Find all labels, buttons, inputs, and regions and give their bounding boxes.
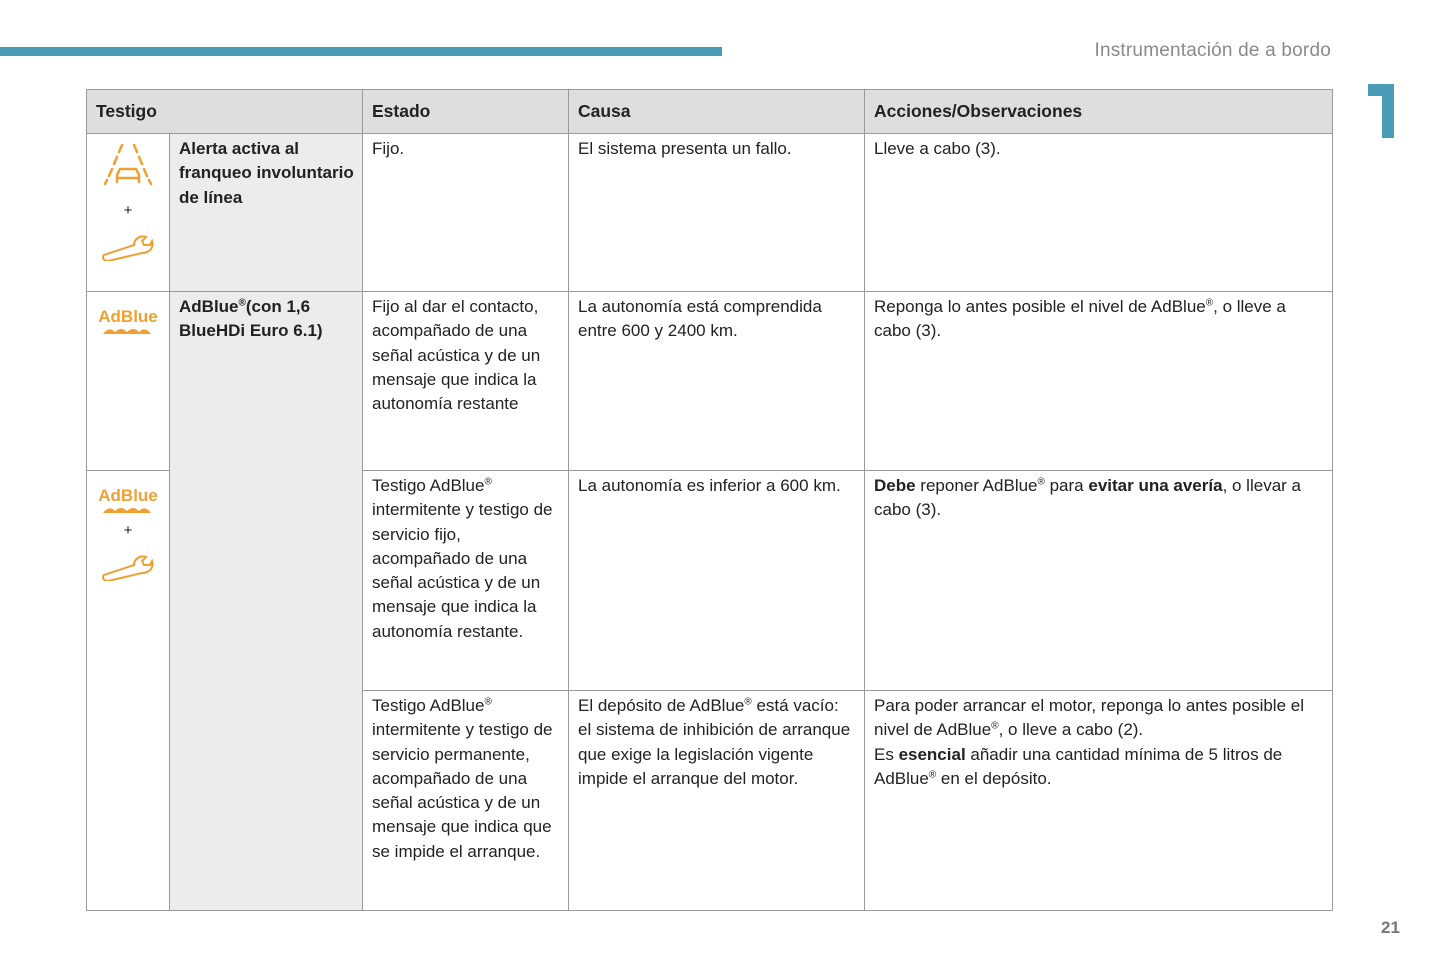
header-accent-bar: [0, 47, 722, 56]
table-row: AdBlue + Testigo AdBlue® intermitente y …: [86, 470, 1333, 911]
adblue-icon: AdBlue: [87, 308, 169, 334]
column-header-acciones: Acciones/Observaciones: [864, 89, 1333, 134]
acciones-cell: Lleve a cabo (3).: [864, 133, 1333, 292]
wrench-icon: [102, 555, 154, 583]
icon-cell: AdBlue +: [86, 470, 170, 911]
warning-name: Alerta activa al franqueo involuntario d…: [169, 133, 363, 292]
causa-cell: La autonomía es inferior a 600 km.: [568, 470, 865, 691]
icon-cell: AdBlue: [86, 291, 170, 471]
plus-sign: +: [123, 202, 133, 220]
lane-departure-icon: [103, 143, 153, 186]
column-header-causa: Causa: [568, 89, 865, 134]
warning-lights-table: Testigo Estado Causa Acciones/Observacio…: [86, 89, 1333, 911]
causa-cell: El sistema presenta un fallo.: [568, 133, 865, 292]
table-row: AdBlue AdBlue®(con 1,6 BlueHDi Euro 6.1)…: [86, 291, 1333, 911]
table-row: + Alerta activa al franqueo involuntario…: [86, 133, 1333, 292]
table-row: Testigo AdBlue® intermitente y testigo d…: [87, 690, 1333, 911]
acciones-cell: Para poder arrancar el motor, reponga lo…: [864, 690, 1333, 911]
causa-cell: La autonomía está comprendida entre 600 …: [568, 291, 865, 471]
estado-cell: Fijo.: [362, 133, 569, 292]
section-title: Instrumentación de a bordo: [1094, 40, 1331, 61]
estado-cell: Testigo AdBlue® intermitente y testigo d…: [362, 690, 569, 911]
adblue-icon: AdBlue: [87, 487, 169, 513]
acciones-cell: Debe reponer AdBlue® para evitar una ave…: [864, 470, 1333, 691]
icon-cell: +: [86, 133, 170, 292]
acciones-cell: Reponga lo antes posible el nivel de AdB…: [864, 291, 1333, 471]
wrench-icon: [102, 235, 154, 263]
column-header-testigo: Testigo: [86, 89, 363, 134]
column-header-estado: Estado: [362, 89, 569, 134]
page-number: 21: [1381, 918, 1400, 937]
plus-sign: +: [123, 522, 133, 539]
chapter-number-tab: [1368, 84, 1394, 138]
causa-cell: El depósito de AdBlue® está vacío: el si…: [568, 690, 865, 911]
table-header-row: Testigo Estado Causa Acciones/Observacio…: [86, 89, 1333, 134]
estado-cell: Fijo al dar el contacto, acompañado de u…: [362, 291, 569, 471]
warning-name: AdBlue®(con 1,6 BlueHDi Euro 6.1): [169, 291, 363, 911]
estado-cell: Testigo AdBlue® intermitente y testigo d…: [362, 470, 569, 691]
